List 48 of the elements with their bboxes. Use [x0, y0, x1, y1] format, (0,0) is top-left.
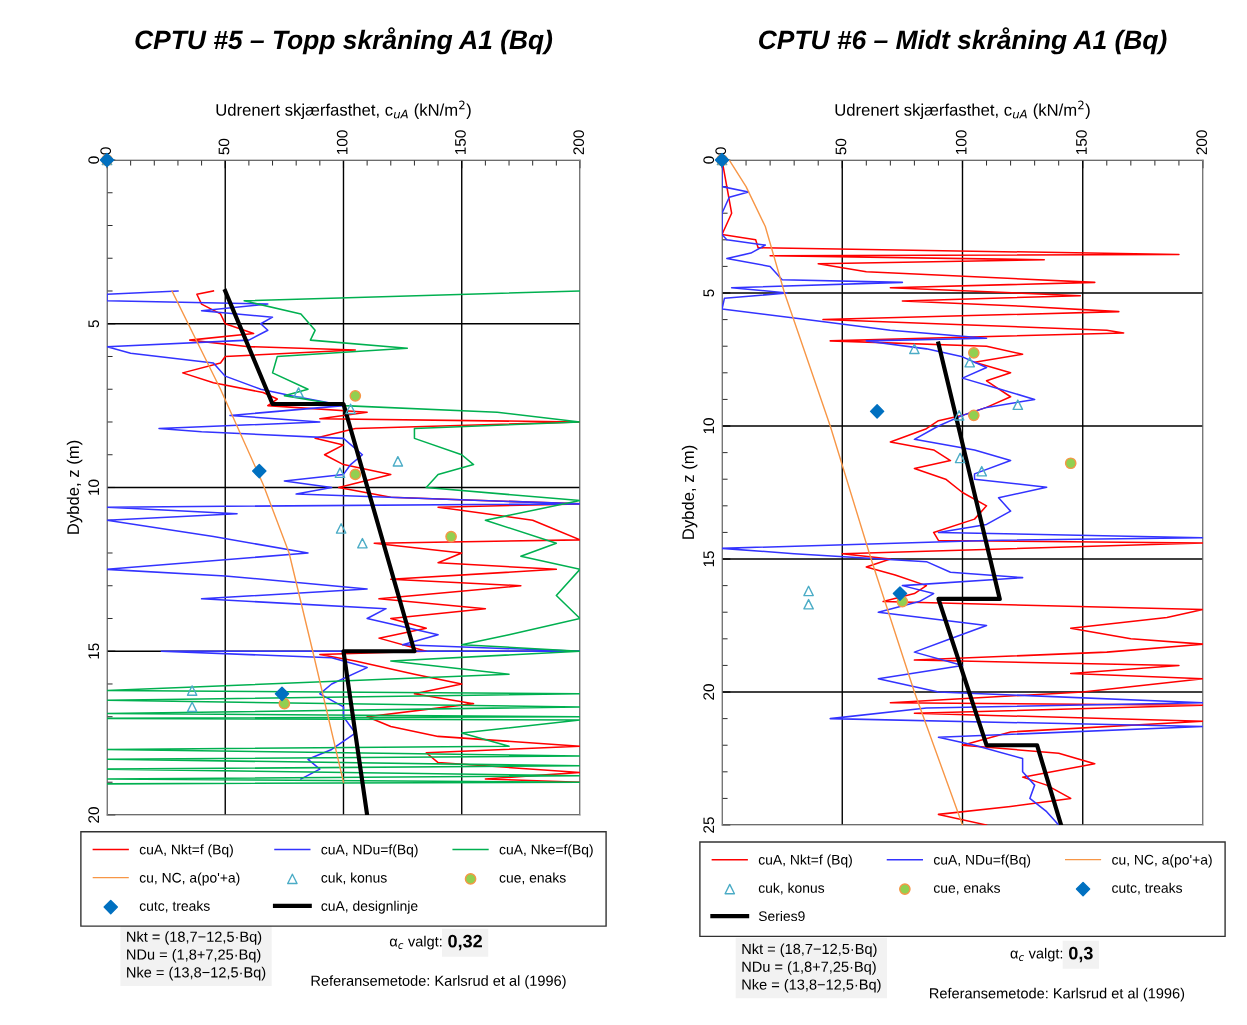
y-tick-label: 0 [703, 156, 715, 164]
y-tick-label: 5 [703, 289, 715, 297]
x-tick-label: 150 [1076, 130, 1087, 154]
text: α$_{c}$ valgt: [389, 935, 442, 950]
y-axis-title: Dybde, z (m) [681, 445, 698, 539]
legend-label: cuA, NDu=f(Bq) [321, 844, 418, 858]
legend-label: cuk, konus [758, 882, 825, 895]
x-tick-label: 150 [455, 130, 466, 154]
y-tick-label: 25 [703, 817, 715, 833]
y-tick-label: 5 [88, 320, 100, 328]
x-axis-title: Udrenert skjærfasthet, c$_{uA}$ (kN/m$^{2}$) [835, 100, 1090, 120]
text: α$_{c}$ valgt: [1010, 947, 1063, 962]
y-tick-label: 10 [703, 418, 715, 434]
text: Nkt = (18,7−12,5·Bq) NDu = (1,8+7,25·Bq) Nke = (13,8−12,5·Bq) [742, 943, 881, 993]
y-tick-label: 0 [88, 156, 100, 164]
y-axis-title: Dybde, z (m) [66, 440, 83, 534]
text: 0,32 [448, 934, 482, 951]
legend-label: cutc, treaks [139, 900, 210, 913]
text: 0,3 [1069, 946, 1093, 963]
text: Referansemetode: Karlsrud et al (1996) [311, 975, 566, 989]
legend-label: cuA, NDu=f(Bq) [933, 854, 1031, 868]
y-tick-label: 10 [88, 479, 100, 495]
y-tick-label: 15 [703, 551, 715, 567]
legend-label: cue, enaks [933, 882, 1000, 895]
legend-label: cuk, konus [321, 872, 387, 885]
legend-label: cuA, Nke=f(Bq) [499, 844, 593, 858]
x-tick-label: 100 [955, 130, 967, 154]
legend-label: cu, NC, a(po'+a) [139, 872, 240, 886]
legend-label: cuA, designlinje [321, 900, 418, 914]
x-tick-label: 200 [1196, 130, 1208, 155]
y-tick-label: 20 [88, 807, 100, 823]
text: Nkt = (18,7−12,5·Bq) NDu = (1,8+7,25·Bq) Nke = (13,8−12,5·Bq) [127, 931, 266, 981]
y-tick-label: 20 [703, 684, 715, 700]
legend-label: cu, NC, a(po'+a) [1112, 854, 1212, 868]
legend-label: cue, enaks [499, 872, 566, 885]
x-tick-label: 200 [573, 130, 585, 155]
legend-label: cuA, Nkt=f (Bq) [139, 844, 233, 858]
chart-title: CPTU #6 – Midt skråning A1 (Bq) [759, 27, 1167, 55]
x-tick-label: 100 [336, 130, 348, 154]
text: Referansemetode: Karlsrud et al (1996) [930, 987, 1185, 1002]
chart-title: CPTU #5 – Topp skråning A1 (Bq) [135, 27, 553, 55]
legend-label: cutc, treaks [1112, 882, 1183, 895]
x-tick-label: 50 [835, 138, 847, 155]
legend-label: Series9 [758, 910, 805, 922]
legend-label: cuA, Nkt=f (Bq) [758, 854, 852, 868]
x-axis-title: Udrenert skjærfasthet, c$_{uA}$ (kN/m$^{2}$) [216, 100, 471, 120]
x-tick-label: 50 [218, 138, 230, 155]
y-tick-label: 15 [88, 643, 100, 659]
